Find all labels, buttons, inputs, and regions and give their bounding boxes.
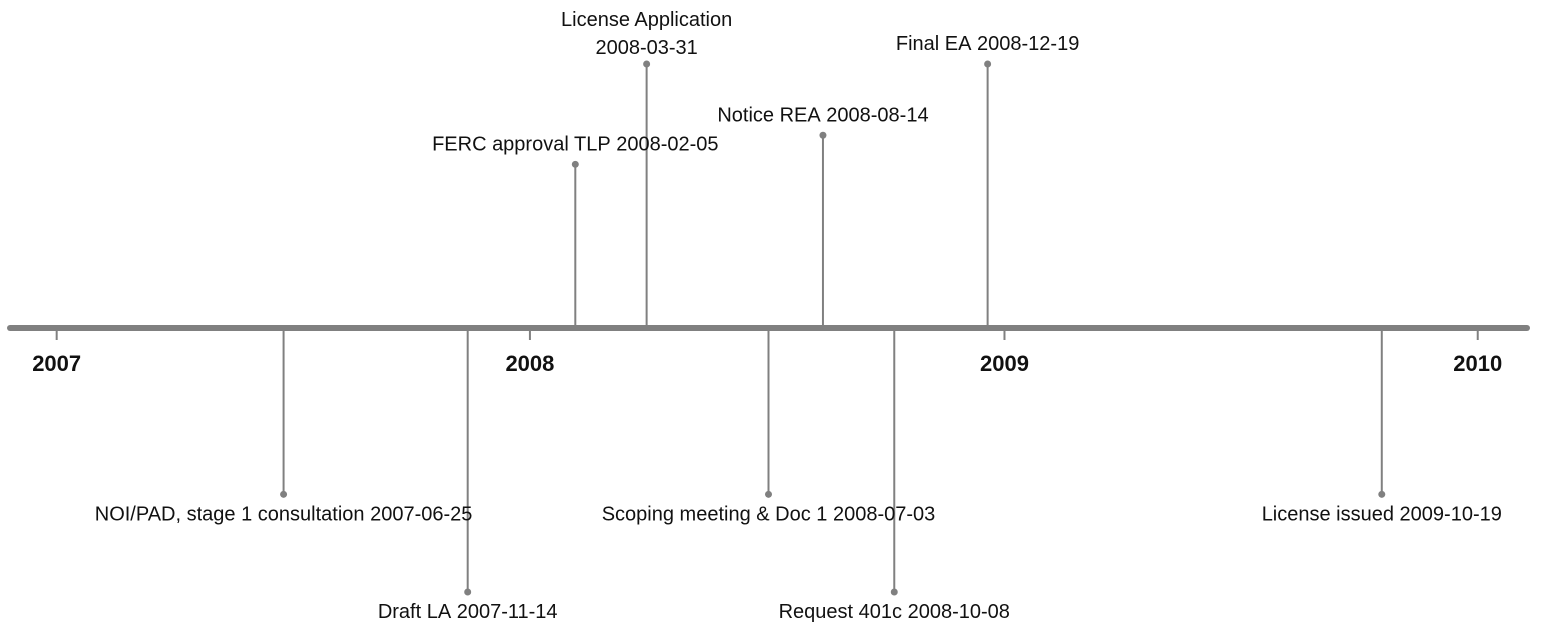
- event-dot: [984, 60, 992, 68]
- event-name: License Application: [561, 9, 732, 31]
- event-dot: [280, 490, 288, 498]
- event-dot: [643, 60, 651, 68]
- event-date: 2007-06-25: [365, 503, 473, 525]
- event-name: Request 401c: [779, 601, 902, 623]
- event-date: 2008-08-14: [821, 104, 929, 126]
- event-date: 2008-10-08: [902, 601, 1010, 623]
- event-label: Notice REA 2008-08-14: [717, 104, 928, 126]
- event-label: Scoping meeting & Doc 1 2008-07-03: [602, 503, 936, 525]
- event-dot: [1378, 490, 1386, 498]
- event-dot: [464, 588, 472, 596]
- event-name: FERC approval TLP: [432, 133, 611, 155]
- x-tick-label: 2009: [980, 351, 1029, 376]
- event-name: NOI/PAD, stage 1 consultation: [95, 503, 365, 525]
- event-date: 2008-12-19: [971, 33, 1079, 55]
- event-date: 2009-10-19: [1394, 503, 1502, 525]
- event-date: 2007-11-14: [451, 601, 557, 623]
- event-dot: [765, 490, 772, 498]
- event-name: Scoping meeting & Doc 1: [602, 503, 828, 525]
- event-date: 2008-02-05: [611, 133, 719, 155]
- event-name: Draft LA: [378, 601, 452, 623]
- x-tick-label: 2007: [32, 351, 81, 376]
- event-dot: [890, 588, 898, 596]
- event-date: 2008-03-31: [595, 37, 697, 59]
- event-date: 2008-07-03: [827, 503, 935, 525]
- event-dot: [571, 160, 579, 168]
- event-label: FERC approval TLP 2008-02-05: [432, 133, 718, 155]
- x-tick-label: 2010: [1453, 351, 1502, 376]
- x-tick-label: 2008: [505, 351, 554, 376]
- event-label: License Application 2008-03-31: [561, 9, 732, 59]
- event-name: License issued: [1262, 503, 1394, 525]
- event-label: Final EA 2008-12-19: [896, 33, 1079, 55]
- event-label: License issued 2009-10-19: [1262, 503, 1502, 525]
- event-name: Notice REA: [717, 104, 821, 126]
- event-dot: [819, 131, 827, 139]
- event-label: Draft LA 2007-11-14: [378, 601, 558, 623]
- event-name: Final EA: [896, 33, 972, 55]
- event-label: Request 401c 2008-10-08: [779, 601, 1010, 623]
- event-label: NOI/PAD, stage 1 consultation 2007-06-25: [95, 503, 473, 525]
